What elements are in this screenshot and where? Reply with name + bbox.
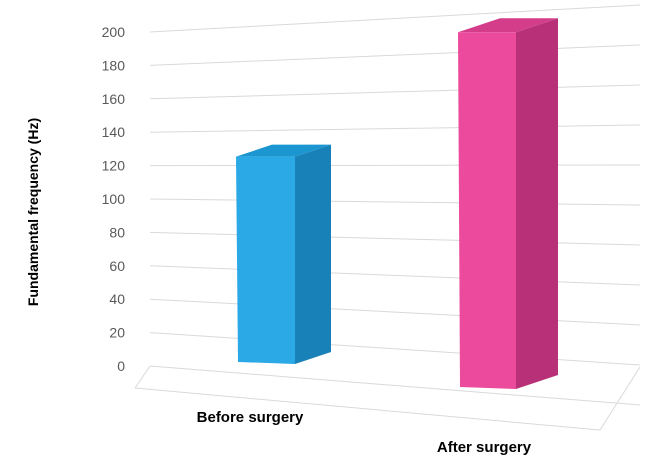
category-labels: Before surgery After surgery [197,409,532,456]
y-tick-100: 100 [102,191,126,207]
y-tick-120: 120 [102,158,126,174]
y-tick-20: 20 [109,325,125,341]
y-axis-label: Fundamental frequency (Hz) [25,118,41,306]
y-tick-40: 40 [109,291,125,307]
gridline-80 [149,231,641,246]
y-tick-140: 140 [102,124,126,140]
category-label-after-surgery: After surgery [437,439,532,456]
y-tick-0: 0 [117,358,125,374]
y-tick-80: 80 [109,224,125,240]
gridline-40 [149,298,641,326]
grid-layer [134,4,641,431]
floor-right-edge [599,366,641,431]
bars-layer [236,18,558,389]
floor-front-edge [134,387,601,431]
y-tick-200: 200 [102,24,126,40]
gridline-140 [149,124,641,133]
gridline-60 [149,265,641,286]
gridline-20 [149,332,641,366]
floor-left-edge [134,365,151,389]
bar-top-before-surgery [236,144,331,157]
gridline-200 [149,4,641,33]
bar-side-before-surgery [295,144,331,364]
y-tick-60: 60 [109,258,125,274]
bar-after-surgery [458,32,516,389]
bar-side-after-surgery [516,18,558,389]
gridline-180 [149,44,641,66]
gridline-100 [149,198,641,206]
y-tick-labels: 0 20 40 60 80 100 120 140 160 180 200 [102,24,126,374]
category-label-before-surgery: Before surgery [197,409,304,426]
y-tick-160: 160 [102,91,126,107]
bar-before-surgery [236,156,295,364]
gridline-120 [149,164,641,167]
gridline-160 [149,84,641,100]
y-tick-180: 180 [102,57,126,73]
gridline-0 [149,365,641,406]
bar-top-after-surgery [458,18,558,33]
